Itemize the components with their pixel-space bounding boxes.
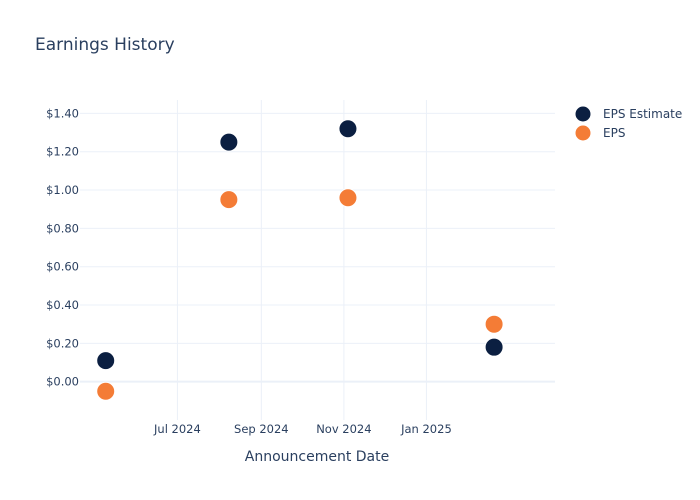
y-tick-label: $1.00 xyxy=(46,183,79,197)
data-point[interactable] xyxy=(484,337,504,357)
legend-marker xyxy=(574,105,592,123)
y-tick-label: $0.20 xyxy=(46,336,79,350)
y-tick-label: $1.40 xyxy=(46,106,79,120)
data-point[interactable] xyxy=(338,188,358,208)
series-eps xyxy=(96,188,504,401)
y-tick-label: $0.80 xyxy=(46,221,79,235)
series-eps-estimate xyxy=(96,119,504,371)
y-axis-ticks: $0.00 $0.20 $0.40 $0.60 $0.80 $1.00 $1.20 $1.40 xyxy=(46,106,79,388)
data-point[interactable] xyxy=(96,351,116,371)
data-point[interactable] xyxy=(484,314,504,334)
x-tick-label: Nov 2024 xyxy=(316,422,371,436)
x-tick-label: Sep 2024 xyxy=(234,422,289,436)
legend-label: EPS xyxy=(603,126,625,140)
data-point[interactable] xyxy=(338,119,358,139)
x-tick-label: Jan 2025 xyxy=(400,422,452,436)
y-tick-label: $0.40 xyxy=(46,298,79,312)
y-tick-label: $0.00 xyxy=(46,375,79,389)
y-tick-label: $1.20 xyxy=(46,145,79,159)
data-points xyxy=(96,119,504,401)
data-point[interactable] xyxy=(219,190,239,210)
data-point[interactable] xyxy=(219,132,239,152)
grid xyxy=(80,100,555,420)
legend-item[interactable]: EPS xyxy=(574,124,625,142)
legend-item[interactable]: EPS Estimate xyxy=(574,105,682,123)
y-tick-label: $0.60 xyxy=(46,260,79,274)
legend[interactable]: EPS Estimate EPS xyxy=(574,105,682,142)
chart-title: Earnings History xyxy=(35,35,175,55)
x-tick-label: Jul 2024 xyxy=(153,422,201,436)
legend-label: EPS Estimate xyxy=(603,107,682,121)
x-axis-ticks: Jul 2024 Sep 2024 Nov 2024 Jan 2025 xyxy=(153,422,452,436)
x-axis-title: Announcement Date xyxy=(245,449,389,465)
data-point[interactable] xyxy=(96,381,116,401)
legend-marker xyxy=(574,124,592,142)
